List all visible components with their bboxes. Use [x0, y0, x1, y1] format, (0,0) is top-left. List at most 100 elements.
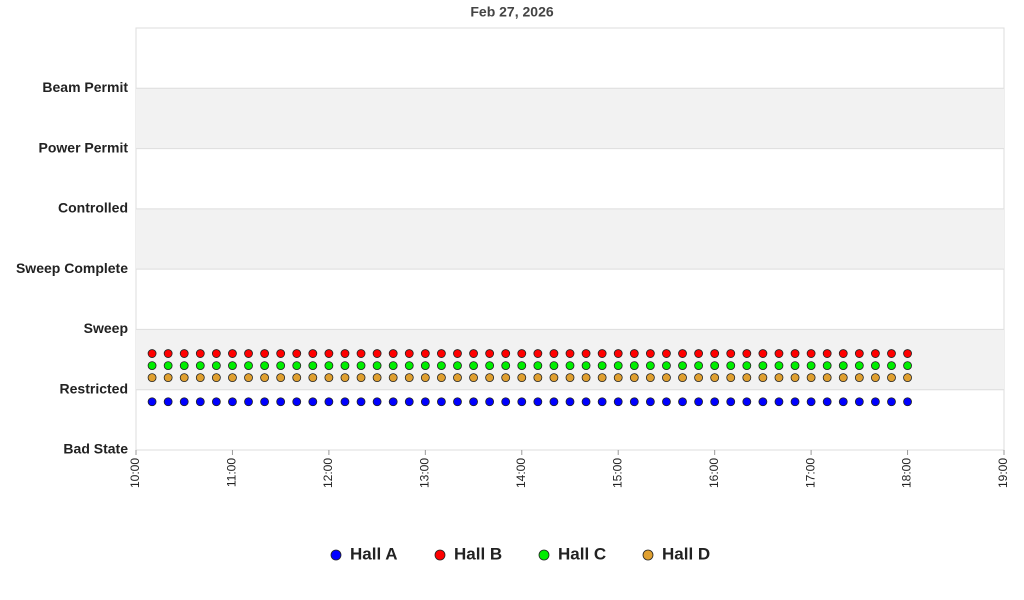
legend-label: Hall D — [662, 544, 710, 563]
point — [388, 397, 398, 407]
point — [597, 349, 607, 358]
point — [887, 349, 896, 358]
point — [195, 373, 205, 383]
point — [854, 349, 864, 358]
point — [453, 361, 462, 371]
point — [678, 349, 687, 358]
point — [871, 397, 880, 407]
point — [694, 373, 703, 383]
point — [629, 397, 639, 407]
point — [292, 349, 302, 358]
point — [372, 397, 382, 407]
point — [903, 349, 912, 358]
point — [565, 361, 575, 371]
point — [581, 397, 591, 407]
point — [340, 373, 350, 383]
point — [453, 349, 462, 358]
point — [453, 397, 462, 407]
point — [645, 373, 655, 383]
point — [549, 373, 559, 383]
point — [790, 349, 800, 358]
legend-label: Hall C — [558, 544, 606, 563]
point — [308, 349, 318, 358]
point — [179, 397, 189, 407]
point — [469, 361, 478, 371]
point — [420, 349, 430, 358]
point — [276, 349, 286, 358]
point — [662, 397, 671, 407]
point — [260, 373, 269, 383]
point — [774, 373, 784, 383]
point — [565, 397, 575, 407]
point — [838, 373, 848, 383]
point — [678, 397, 687, 407]
legend-label: Hall A — [350, 544, 398, 563]
point — [549, 349, 559, 358]
point — [292, 361, 302, 371]
point — [195, 361, 205, 371]
point — [324, 361, 334, 371]
point — [292, 373, 302, 383]
point — [388, 373, 398, 383]
point — [726, 349, 736, 358]
x-tick-label: 11:00 — [225, 458, 239, 487]
point — [774, 349, 784, 358]
point — [211, 373, 221, 383]
point — [533, 361, 543, 371]
point — [742, 397, 752, 407]
x-tick-label: 15:00 — [610, 458, 624, 488]
point — [694, 361, 703, 371]
point — [903, 361, 912, 371]
point — [485, 361, 495, 371]
point — [597, 397, 607, 407]
point — [501, 361, 511, 371]
x-tick-label: 16:00 — [707, 458, 721, 488]
point — [308, 397, 318, 407]
point — [163, 349, 173, 358]
point — [437, 361, 446, 371]
point — [324, 349, 334, 358]
x-tick-label: 10:00 — [128, 458, 142, 488]
point — [758, 373, 768, 383]
point — [790, 361, 800, 371]
point — [838, 349, 848, 358]
point — [581, 373, 591, 383]
point — [437, 373, 446, 383]
point — [404, 373, 414, 383]
point — [838, 361, 848, 371]
point — [437, 349, 446, 358]
point — [485, 349, 495, 358]
point — [517, 397, 527, 407]
point — [645, 361, 655, 371]
point — [404, 361, 414, 371]
point — [822, 361, 832, 371]
point — [613, 397, 623, 407]
point — [629, 373, 639, 383]
point — [806, 349, 816, 358]
point — [581, 349, 591, 358]
point — [292, 397, 302, 407]
point — [404, 349, 414, 358]
point — [903, 397, 912, 407]
point — [549, 361, 559, 371]
point — [485, 373, 495, 383]
point — [613, 361, 623, 371]
point — [195, 397, 205, 407]
point — [565, 349, 575, 358]
point — [710, 397, 720, 407]
point — [645, 397, 655, 407]
x-tick-label: 13:00 — [418, 458, 432, 488]
y-tick-label: Controlled — [58, 200, 128, 216]
x-tick-label: 18:00 — [900, 458, 914, 488]
point — [163, 361, 173, 371]
point — [517, 349, 527, 358]
point — [340, 397, 350, 407]
point — [533, 373, 543, 383]
point — [581, 361, 591, 371]
point — [854, 397, 864, 407]
point — [806, 361, 816, 371]
point — [244, 361, 253, 371]
point — [420, 361, 430, 371]
point — [211, 349, 221, 358]
